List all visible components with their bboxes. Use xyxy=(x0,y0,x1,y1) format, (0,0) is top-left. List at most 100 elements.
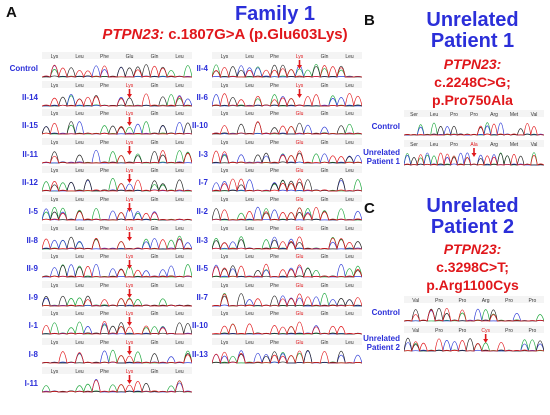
codon-label: Lys xyxy=(221,340,229,346)
codon-strip xyxy=(42,366,192,374)
codon-label: Leu xyxy=(175,111,184,117)
codon-label: Lys xyxy=(221,111,229,117)
chromatogram-trace: Lys Leu Phe Lys Gln Leu xyxy=(42,223,192,250)
trace-line xyxy=(212,206,362,221)
codon-label: Leu xyxy=(245,83,254,89)
codon-label: Lys xyxy=(221,168,229,174)
codon-label: Lys xyxy=(51,340,59,346)
sample-label-line: II-10 xyxy=(191,321,208,331)
codon-label: Ser xyxy=(410,142,418,148)
codon-label: Lys xyxy=(51,168,59,174)
panel-c-title-line-1: Unrelated xyxy=(426,195,519,217)
sample-label: II-5 xyxy=(178,264,208,273)
codon-label: Lys xyxy=(221,197,229,203)
codon-label: Val xyxy=(531,142,538,148)
panel-c-gene: PTPN23: xyxy=(443,241,502,257)
trace-line xyxy=(42,121,192,136)
sample-label: II-13 xyxy=(178,350,208,359)
codon-strip xyxy=(42,280,192,288)
codon-label: Pro xyxy=(505,298,513,304)
codon-label: Leu xyxy=(245,168,254,174)
chromatogram-trace: Lys Leu Phe Glu Gln Leu xyxy=(212,166,362,193)
codon-strip xyxy=(212,195,362,202)
codon-label: Val xyxy=(531,112,538,118)
codon-label: Gln xyxy=(321,254,329,260)
sample-label: II-10 xyxy=(178,121,208,130)
trace-line xyxy=(42,351,192,364)
codon-label: Leu xyxy=(75,226,84,232)
codon-label: Leu xyxy=(345,311,354,317)
panel-c-variant: c.3298C>T; xyxy=(436,259,509,275)
trace-line xyxy=(42,178,192,193)
sample-label-line: Control xyxy=(371,122,400,131)
chromatogram-trace: Val Pro Pro Arg Pro Pro xyxy=(404,296,544,322)
codon-label: Leu xyxy=(345,197,354,203)
codon-label: Leu xyxy=(345,83,354,89)
codon-label: Leu xyxy=(245,54,254,60)
trace-line xyxy=(212,150,362,164)
codon-label: Leu xyxy=(345,254,354,260)
sample-label: Control xyxy=(360,308,400,317)
sample-label-line: I-1 xyxy=(28,321,38,331)
sample-label-line: I-3 xyxy=(198,149,208,159)
trace-line xyxy=(212,124,362,135)
sample-label: II-6 xyxy=(178,93,208,102)
codon-label: Leu xyxy=(345,168,354,174)
codon-label: Lys xyxy=(221,311,229,317)
codon-label: Leu xyxy=(175,283,184,289)
chromatogram-trace: Lys Leu Phe Lys Gln Leu xyxy=(42,137,192,164)
codon-strip xyxy=(212,223,362,231)
trace-line xyxy=(212,236,362,250)
codon-strip xyxy=(212,166,362,174)
mutation-arrow-icon xyxy=(127,117,132,127)
codon-label: Phe xyxy=(100,226,109,232)
sample-label: II-3 xyxy=(178,236,208,245)
codon-label: Phe xyxy=(100,340,109,346)
codon-label: Arg xyxy=(490,112,498,118)
codon-label: Leu xyxy=(345,54,354,60)
codon-label: Pro xyxy=(470,112,478,118)
codon-label: Phe xyxy=(270,283,279,289)
chromatogram-trace: Ser Leu Pro Pro Arg Met Val xyxy=(404,110,544,136)
sample-label: Control xyxy=(360,122,400,131)
codon-label: Leu xyxy=(345,226,354,232)
codon-label: Glu xyxy=(126,54,134,60)
sample-label-line: II-13 xyxy=(191,350,208,359)
codon-label: Lys xyxy=(126,168,134,174)
sample-label: II-10 xyxy=(178,321,208,330)
trace-line xyxy=(42,64,192,78)
codon-label: Phe xyxy=(100,197,109,203)
mutation-arrow-icon xyxy=(297,60,302,69)
sample-label: II-8 xyxy=(2,236,38,245)
panel-c-variant-block: PTPN23: c.3298C>T; p.Arg1100Cys xyxy=(400,240,545,294)
codon-label: Glu xyxy=(296,340,304,346)
codon-label: Leu xyxy=(75,54,84,60)
codon-label: Leu xyxy=(245,140,254,146)
trace-line xyxy=(42,65,192,78)
panel-c-protein: p.Arg1100Cys xyxy=(426,277,519,293)
codon-label: Gln xyxy=(151,83,159,89)
codon-label: Ala xyxy=(470,142,477,148)
mutation-arrow-icon xyxy=(127,145,132,155)
codon-label: Glu xyxy=(296,197,304,203)
trace-line xyxy=(404,307,544,322)
trace-line xyxy=(212,325,362,335)
sample-label-line: II-14 xyxy=(21,92,38,102)
codon-strip xyxy=(404,140,544,147)
codon-label: Leu xyxy=(75,340,84,346)
chromatogram-trace: Lys Leu Phe Lys Gln Leu xyxy=(42,109,192,136)
trace-line xyxy=(212,207,362,221)
codon-label: Leu xyxy=(175,54,184,60)
sample-label: II-7 xyxy=(178,293,208,302)
trace-line xyxy=(212,295,362,307)
trace-line xyxy=(212,264,362,278)
codon-label: Leu xyxy=(245,226,254,232)
codon-strip xyxy=(42,109,192,117)
trace-line xyxy=(404,122,544,136)
codon-label: Leu xyxy=(245,254,254,260)
trace-line xyxy=(404,308,544,322)
codon-label: Leu xyxy=(175,140,184,146)
codon-label: Glu xyxy=(296,283,304,289)
trace-line xyxy=(42,235,192,250)
codon-label: Lys xyxy=(126,197,134,203)
